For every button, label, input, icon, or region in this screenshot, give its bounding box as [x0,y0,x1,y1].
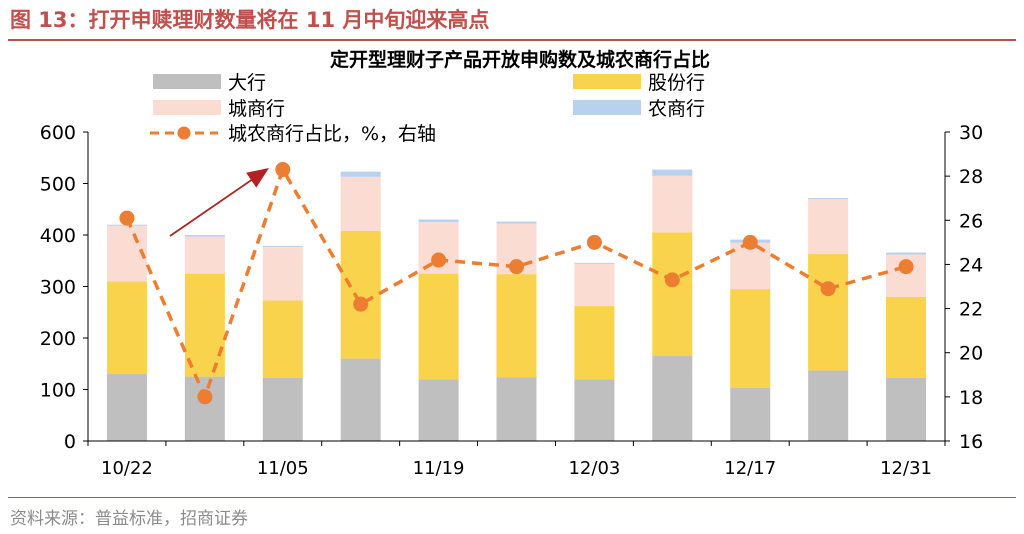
x-tick-label: 11/05 [257,458,309,479]
ratio-point-0 [119,210,135,226]
bar-rural-6 [574,262,615,264]
bar-joint-1 [184,273,225,377]
bar-big-3 [340,358,381,441]
bar-joint-7 [652,232,693,357]
bar-city-2 [262,246,303,301]
x-tick-label: 12/03 [568,458,620,479]
title-rule [8,39,1016,41]
bar-city-3 [340,176,381,231]
figure-title: 图 13：打开申赎理财数量将在 11 月中旬迎来高点 [10,8,490,32]
ratio-point-9 [820,281,836,297]
bar-city-6 [574,263,615,307]
y-left-tick-label: 600 [40,122,76,144]
bar-city-1 [184,236,225,274]
bar-big-5 [496,377,537,441]
bar-city-9 [808,198,849,255]
bar-rural-7 [652,169,693,176]
y-left-tick-label: 200 [40,328,76,350]
x-tick-label: 11/19 [413,458,465,479]
x-tick-label: 12/31 [880,458,932,479]
bar-rural-2 [262,245,303,247]
bar-rural-3 [340,171,381,177]
bar-joint-3 [340,230,381,359]
y-left-tick-label: 400 [40,225,76,247]
legend-swatch-rural [573,100,641,115]
bar-rural-1 [184,235,225,237]
bar-joint-2 [262,300,303,378]
ratio-point-2 [275,162,291,178]
y-left-tick-label: 300 [40,277,76,299]
bar-rural-10 [886,252,927,255]
ratio-point-7 [664,272,680,288]
y-right-tick-label: 20 [959,343,983,365]
bar-big-2 [262,377,303,441]
legend-swatch-city [153,100,221,115]
ratio-point-8 [742,234,758,250]
y-left-tick-label: 100 [40,380,76,402]
legend-label-ratio: 城农商行占比，%，右轴 [228,123,436,145]
legend-label-rural: 农商行 [648,98,705,120]
bar-joint-5 [496,274,537,378]
bar-rural-4 [418,219,459,223]
legend-swatch-big [153,74,221,89]
bar-big-7 [652,356,693,441]
bar-joint-0 [106,281,147,375]
bar-joint-8 [730,289,771,388]
bar-joint-10 [886,296,927,378]
bar-city-0 [106,225,147,282]
ratio-point-1 [197,389,213,405]
ratio-point-10 [898,259,914,275]
x-tick-label: 12/17 [724,458,776,479]
y-left-tick-label: 0 [64,431,76,453]
ratio-line [125,165,907,402]
bar-big-8 [730,387,771,441]
x-tick-label: 10/22 [101,458,153,479]
source-rule [8,497,1016,498]
bar-rural-5 [496,221,537,224]
y-right-tick-label: 18 [959,387,983,409]
bar-big-10 [886,377,927,441]
bar-joint-6 [574,306,615,380]
legend-label-joint: 股份行 [648,72,705,94]
bar-big-6 [574,379,615,441]
legend-label-big: 大行 [228,72,266,94]
bar-city-7 [652,175,693,233]
y-right-tick-label: 26 [959,210,983,232]
y-left-tick-label: 500 [40,174,76,196]
ratio-point-4 [431,252,447,268]
legend: 大行 股份行 城商行 农商行 城农商行占比，%，右轴 [150,72,705,145]
legend-swatch-joint [573,74,641,89]
bar-big-4 [418,379,459,441]
bar-joint-9 [808,254,849,371]
y-right-tick-label: 16 [959,431,983,453]
y-right-tick-label: 28 [959,166,983,188]
source-note: 资料来源：普益标准，招商证券 [10,509,248,529]
ratio-point-6 [586,234,602,250]
ratio-point-5 [509,259,524,275]
bar-joint-4 [418,273,459,380]
y-right-tick-label: 24 [959,254,983,276]
chart-title: 定开型理财子产品开放申购数及城农商行占比 [330,48,710,71]
bar-big-9 [808,370,849,441]
bar-big-0 [106,374,147,441]
annotation-arrow [169,167,269,237]
legend-marker-ratio [177,126,191,140]
ratio-point-3 [353,296,369,312]
y-right-tick-label: 30 [959,122,983,144]
plot-area: 0 100 200 300 400 500 600 16 18 20 22 24 26 28 30 10/22… [40,122,983,479]
legend-label-city: 城商行 [228,98,285,120]
bar-big-1 [184,376,225,441]
bar-rural-9 [808,197,849,199]
y-right-tick-label: 22 [959,299,983,321]
